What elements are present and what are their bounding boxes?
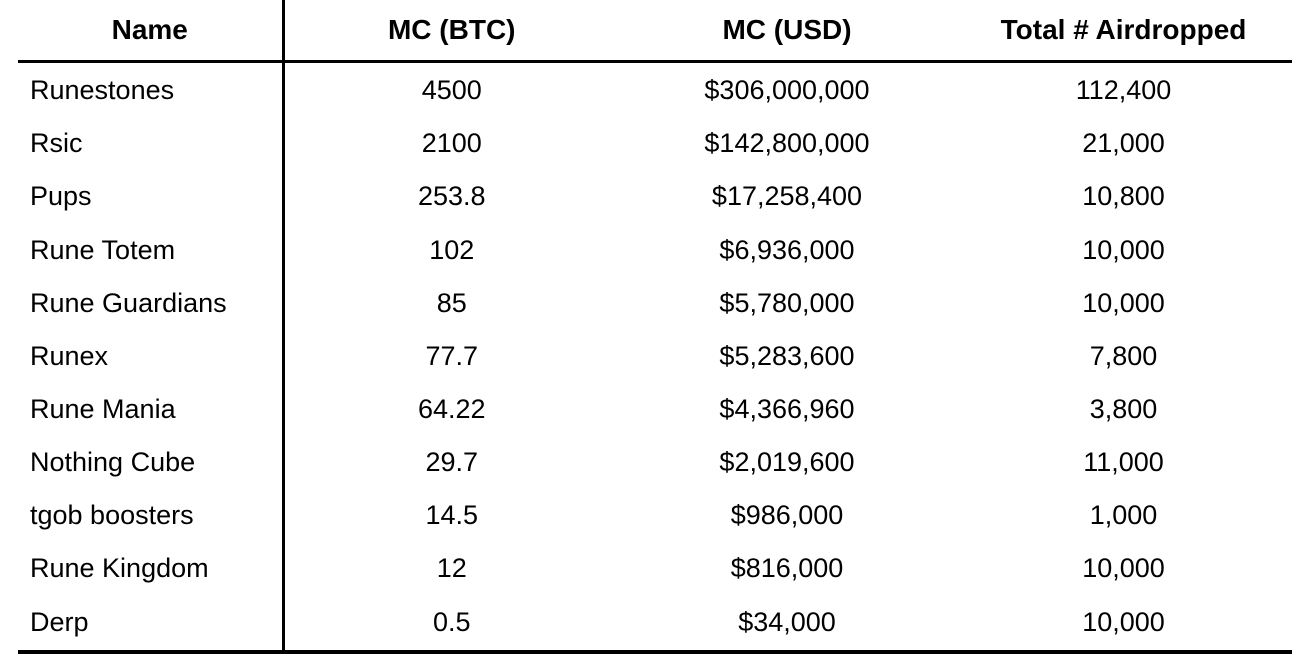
cell-mc-usd: $5,283,600 <box>719 340 855 371</box>
cell-mc-btc: 14.5 <box>425 500 479 531</box>
column-header-mc-usd: MC (USD) <box>619 0 955 63</box>
cell-mc-usd: $2,019,600 <box>719 447 855 478</box>
cell-airdropped: 1,000 <box>1089 500 1158 531</box>
cell-mc-btc: 4500 <box>421 74 482 105</box>
cell-airdropped: 7,800 <box>1089 340 1158 371</box>
cell-name: Rune Guardians <box>18 276 285 330</box>
cell-name: Rune Kingdom <box>18 542 285 596</box>
table-row: Rune Totem 102 $6,936,000 10,000 <box>18 223 1292 277</box>
table-row: Derp 0.5 $34,000 10,000 <box>18 595 1292 654</box>
cell-name: Nothing Cube <box>18 435 285 490</box>
cell-mc-usd: $34,000 <box>619 595 955 654</box>
column-header-total-airdropped: Total # Airdropped <box>955 0 1292 63</box>
table-row: Runex 77.7 $5,283,600 7,800 <box>18 329 1292 383</box>
cell-mc-btc: 77.7 <box>425 340 479 371</box>
cell-airdropped: 11,000 <box>1083 447 1164 478</box>
cell-name: Runestones <box>18 61 285 118</box>
cell-mc-usd: $6,936,000 <box>719 234 855 265</box>
header-row: Name MC (BTC) MC (USD) Total # Airdroppe… <box>18 0 1292 63</box>
cell-mc-usd: $5,780,000 <box>719 287 855 318</box>
cell-airdropped: 10,800 <box>1082 181 1165 212</box>
cell-mc-btc: 253.8 <box>417 181 486 212</box>
table-row: tgob boosters 14.5 $986,000 1,000 <box>18 489 1292 543</box>
cell-mc-usd: $4,366,960 <box>719 393 855 424</box>
cell-airdropped: 10,000 <box>955 595 1292 654</box>
cell-name: tgob boosters <box>18 489 285 543</box>
table-row: Rsic 2100 $142,800,000 21,000 <box>18 117 1292 171</box>
table-row: Pups 253.8 $17,258,400 10,800 <box>18 170 1292 224</box>
cell-name: Rune Mania <box>18 382 285 436</box>
cell-name: Derp <box>18 595 285 654</box>
table-row: Rune Mania 64.22 $4,366,960 3,800 <box>18 382 1292 436</box>
column-header-mc-btc: MC (BTC) <box>283 0 619 63</box>
cell-name: Rune Totem <box>18 223 285 277</box>
cell-name: Runex <box>18 329 285 383</box>
cell-name: Rsic <box>18 117 285 171</box>
cell-mc-usd: $142,800,000 <box>704 128 870 159</box>
cell-mc-btc: 2100 <box>421 128 482 159</box>
cell-mc-btc: 12 <box>436 553 467 584</box>
cell-mc-btc: 0.5 <box>283 595 619 654</box>
cell-mc-btc: 29.7 <box>425 447 479 478</box>
cell-mc-usd: $986,000 <box>730 500 844 531</box>
cell-mc-btc: 85 <box>436 287 467 318</box>
cell-name: Pups <box>18 170 285 224</box>
cell-mc-usd: $17,258,400 <box>711 181 863 212</box>
cell-mc-usd: $306,000,000 <box>704 74 870 105</box>
airdrop-market-cap-table: Name MC (BTC) MC (USD) Total # Airdroppe… <box>18 0 1292 654</box>
table-row: Nothing Cube 29.7 $2,019,600 11,000 <box>18 435 1292 490</box>
cell-airdropped: 10,000 <box>1082 287 1165 318</box>
cell-mc-btc: 102 <box>429 234 475 265</box>
cell-airdropped: 21,000 <box>1082 128 1165 159</box>
table-row: Rune Guardians 85 $5,780,000 10,000 <box>18 276 1292 330</box>
table-row: Rune Kingdom 12 $816,000 10,000 <box>18 542 1292 596</box>
cell-mc-usd: $816,000 <box>730 553 844 584</box>
cell-mc-btc: 64.22 <box>417 393 486 424</box>
column-header-name: Name <box>18 0 285 63</box>
table-row: Runestones 4500 $306,000,000 112,400 <box>18 61 1292 118</box>
cell-airdropped: 10,000 <box>1082 234 1165 265</box>
cell-airdropped: 112,400 <box>1075 74 1172 105</box>
cell-airdropped: 10,000 <box>1082 553 1165 584</box>
cell-airdropped: 3,800 <box>1089 393 1158 424</box>
